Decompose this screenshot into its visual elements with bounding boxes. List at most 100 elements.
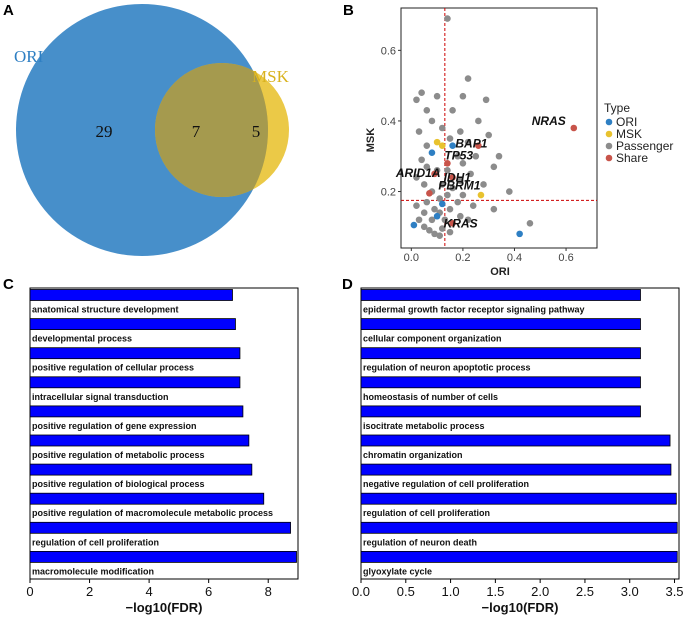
bar-d-bar — [360, 551, 678, 563]
scatter-xtick-label: 0.6 — [558, 252, 573, 264]
legend-swatch-ori — [605, 118, 613, 126]
bar-d-xtick-label: 3.5 — [665, 584, 683, 599]
venn-overlap — [155, 63, 268, 197]
scatter-ytick-label: 0.4 — [381, 116, 396, 128]
scatter-point-passenger — [457, 177, 464, 185]
scatter-xtick-label: 0.2 — [455, 252, 470, 264]
scatter-point-passenger — [438, 225, 446, 232]
scatter-point-passenger — [415, 216, 423, 224]
bar-d-xtick-label: 1.5 — [486, 584, 504, 599]
scatter-point-passenger — [446, 228, 454, 236]
scatter-xtick-label: 0.0 — [404, 252, 419, 264]
scatter-point-passenger — [464, 75, 472, 82]
scatter-point-passenger — [431, 205, 438, 213]
panel-letter-b: B — [343, 2, 354, 19]
scatter-point-passenger — [467, 170, 474, 178]
scatter-point-passenger — [459, 92, 467, 100]
bar-d-bar — [360, 289, 641, 301]
scatter-point-passenger — [459, 191, 467, 199]
scatter-ticks: 0.0 0.2 0.4 0.6 0.2 0.4 0.6 — [381, 45, 574, 264]
bar-d-xtick-label: 3.0 — [621, 584, 639, 599]
scatter-point-ori — [516, 230, 523, 238]
scatter-point-share — [570, 124, 578, 132]
bar-c-bar-label: intracellular signal transduction — [32, 392, 169, 402]
bar-c-bar-label: macromolecule modification — [32, 566, 154, 576]
bar-d-bar — [360, 434, 671, 447]
bar-c-bar — [29, 463, 253, 476]
bar-chart-c-bars: anatomical structure development developm… — [29, 289, 297, 576]
scatter-point-passenger — [485, 131, 492, 139]
gene-label-pbrm1: PBRM1 — [438, 178, 480, 192]
bar-d-bar-label: glyoxylate cycle — [363, 566, 432, 576]
venn-count-msk-only: 5 — [252, 122, 261, 141]
bar-c-bar-label: positive regulation of biological proces… — [32, 479, 205, 489]
bar-c-xtick-label: 2 — [86, 584, 93, 599]
gene-label-bap1: BAP1 — [455, 137, 487, 151]
bar-c-bar — [29, 405, 244, 418]
scatter-xtick-label: 0.4 — [507, 252, 522, 264]
scatter-point-passenger — [444, 15, 451, 22]
scatter-point-passenger — [446, 205, 454, 213]
bar-d-bar — [360, 463, 672, 476]
bar-d-bar — [360, 347, 641, 360]
panel-letter-a: A — [3, 2, 14, 19]
bar-d-bar — [360, 318, 641, 331]
bar-d-xtick-label: 2.5 — [576, 584, 594, 599]
scatter-point-passenger — [418, 156, 425, 164]
scatter-point-passenger — [423, 142, 431, 149]
scatter-point-passenger — [413, 174, 420, 181]
bar-c-bar — [29, 492, 265, 505]
scatter-point-passenger — [436, 195, 443, 202]
scatter-point-passenger — [506, 188, 513, 195]
legend-swatch-passenger — [605, 142, 613, 150]
bar-c-bar — [29, 289, 233, 301]
scatter-point-passenger — [464, 138, 472, 146]
scatter-legend: Type ORI MSK Passenger Share — [604, 101, 673, 165]
scatter-point-passenger — [480, 181, 487, 188]
bar-c-bar-label: regulation of cell proliferation — [32, 537, 159, 547]
bar-c-bar-label: developmental process — [32, 334, 132, 344]
venn-label-msk: MSK — [252, 67, 290, 86]
bar-d-bar — [360, 492, 677, 505]
gene-label-tp53: TP53 — [444, 148, 473, 162]
scatter-point-passenger — [418, 89, 425, 97]
scatter-point-passenger — [436, 232, 443, 239]
scatter-point-passenger — [472, 152, 480, 160]
scatter-points — [410, 15, 578, 239]
bar-d-bar-label: regulation of neuron apoptotic process — [363, 363, 531, 373]
bar-d-xtick-label: 0.5 — [397, 584, 415, 599]
legend-title: Type — [604, 101, 630, 115]
scatter-point-passenger — [526, 219, 534, 227]
scatter-point-passenger — [428, 117, 436, 125]
bar-chart-c-frame — [29, 287, 299, 580]
scatter-point-passenger — [420, 223, 428, 231]
bar-d-bar — [360, 405, 641, 418]
scatter-point-ori — [449, 142, 456, 149]
scatter-point-passenger — [459, 159, 467, 167]
scatter-point-passenger — [475, 117, 482, 125]
scatter-point-passenger — [469, 202, 477, 209]
bar-d-xtick-label: 2.0 — [531, 584, 549, 599]
bar-d-xtick-label: 1.0 — [442, 584, 460, 599]
bar-chart-d: epidermal growth factor receptor signali… — [352, 287, 684, 615]
scatter-point-share — [449, 219, 456, 227]
scatter-point-passenger — [423, 107, 431, 114]
bar-c-bar-label: positive regulation of gene expression — [32, 421, 197, 431]
bar-d-bar — [360, 376, 641, 389]
scatter-point-passenger — [457, 212, 464, 220]
scatter-point-passenger — [441, 216, 449, 224]
scatter-point-passenger — [426, 227, 433, 234]
bar-c-bar — [29, 347, 241, 360]
legend-label-passenger: Passenger — [616, 139, 673, 153]
bar-c-bar — [29, 521, 291, 534]
bar-chart-d-ticks: 0.0 0.5 1.0 1.5 2.0 2.5 3.0 3.5 — [352, 579, 684, 599]
bar-d-bar-label: homeostasis of number of cells — [363, 392, 498, 402]
bar-c-bar — [29, 318, 236, 331]
bar-c-xtick-label: 4 — [145, 584, 152, 599]
scatter-point-passenger — [413, 202, 420, 209]
scatter-point-passenger — [490, 163, 498, 171]
scatter-point-passenger — [423, 163, 431, 171]
scatter-ylabel: MSK — [365, 128, 377, 153]
